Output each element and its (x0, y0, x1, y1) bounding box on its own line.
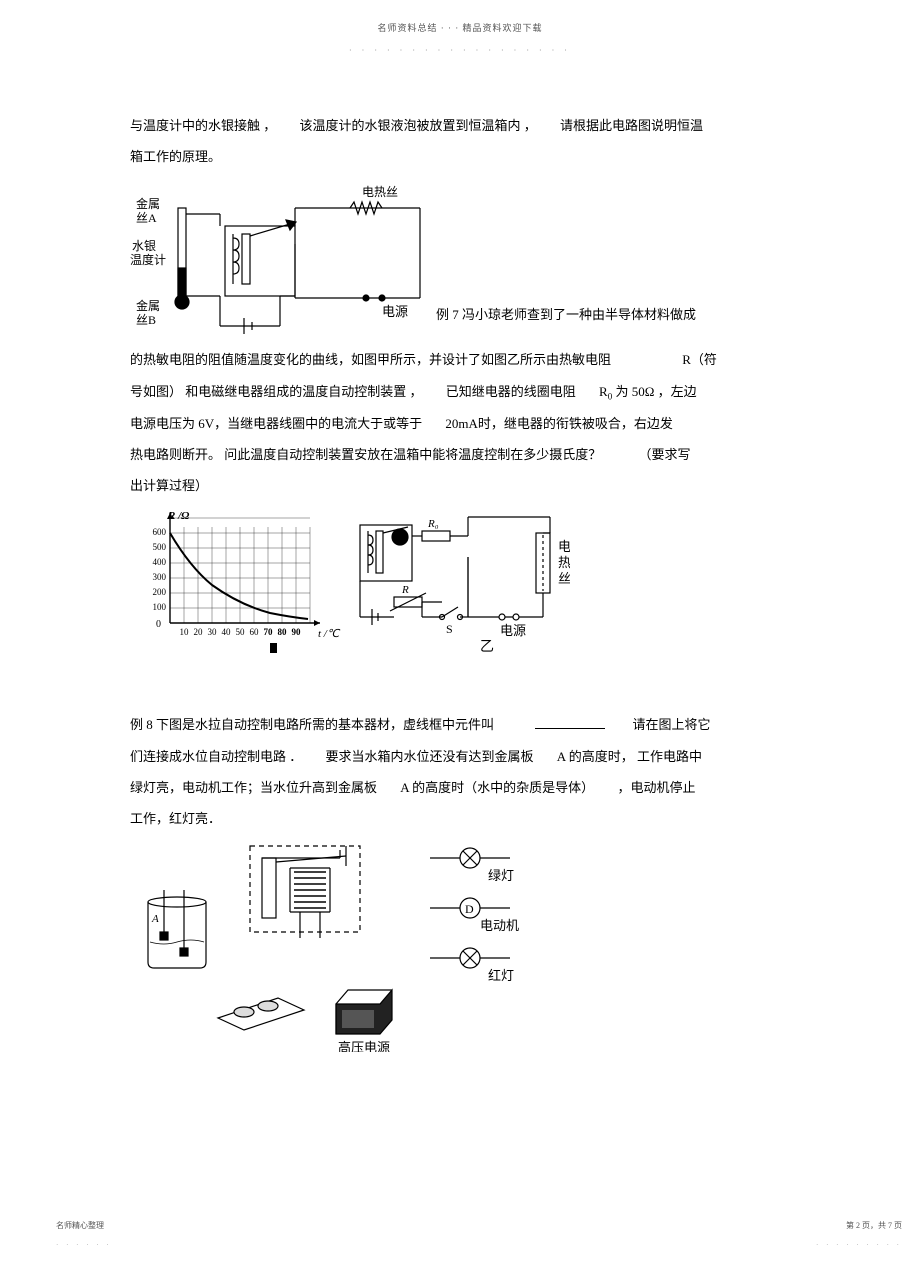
svg-text:200: 200 (153, 587, 167, 597)
svg-text:90: 90 (292, 627, 302, 637)
text: A 的高度时（水中的杂质是导体） (400, 780, 594, 795)
blank-field (535, 717, 605, 730)
svg-text:D: D (465, 902, 474, 916)
text: 要求当水箱内水位还没有达到金属板 (326, 749, 534, 764)
label-wire-a: 金属 (136, 196, 160, 211)
header-text: 名师资料总结 · · · 精品资料欢迎下载 (378, 23, 543, 33)
svg-text:t /℃: t /℃ (318, 628, 341, 640)
svg-text:高压电源: 高压电源 (338, 1040, 390, 1052)
text: 请根据此电路图说明恒温 (560, 118, 703, 133)
text: 与温度计中的水银接触 ， (130, 118, 276, 133)
footer-right: 第 2 页，共 7 页 · · · · · · · · · (816, 1216, 902, 1254)
svg-text:30: 30 (208, 627, 218, 637)
svg-text:A: A (151, 913, 159, 925)
heater-label: 电热丝 (362, 185, 398, 199)
text: 工作，红灯亮． (130, 811, 221, 826)
svg-text:热: 热 (558, 555, 570, 570)
text: R（符 (682, 352, 717, 367)
paragraph-2: 箱工作的原理。 (130, 141, 790, 172)
svg-text:100: 100 (153, 602, 167, 612)
paragraph-ex8: 例 8 下图是水拉自动控制电路所需的基本器材，虚线框中元件叫 请在图上将它 (130, 709, 790, 740)
label-wire-b: 金属 (136, 298, 160, 313)
paragraph-5: 电源电压为 6V，当继电器线圈中的电流大于或等于 20mA时，继电器的衔铁被吸合… (130, 408, 790, 439)
paragraph-4: 号如图） 和电磁继电器组成的温度自动控制装置 ， 已知继电器的线圈电阻 R0 为… (130, 376, 790, 408)
paragraph-11: 工作，红灯亮． (130, 803, 790, 834)
svg-text:0: 0 (156, 619, 161, 630)
text: R (599, 384, 608, 399)
label-thermo1: 水银 (132, 239, 156, 253)
figure-1: 电热丝 金属 丝A 水银 温度计 金属 丝B 电源 (130, 178, 790, 338)
footer-left-dots: · · · · · · (56, 1241, 112, 1249)
text: A 的高度时， 工作电路中 (557, 749, 702, 764)
footer-left-text: 名师精心整理 (56, 1221, 104, 1230)
svg-text:20: 20 (194, 627, 204, 637)
text-sub: 0 (608, 391, 613, 401)
text: 已知继电器的线圈电阻 (446, 384, 576, 399)
paragraph-10: 绿灯亮，电动机工作；当水位升高到金属板 A 的高度时（水中的杂质是导体） ，电动… (130, 772, 790, 803)
text: 该温度计的水银液泡被放置到恒温箱内 ， (300, 118, 537, 133)
figure-2: R /Ω 100 200 (130, 507, 790, 667)
text: 例 8 下图是水拉自动控制电路所需的基本器材，虚线框中元件叫 (130, 717, 494, 732)
figure-3: A (130, 842, 790, 1052)
paragraph-3: 的热敏电阻的阻值随温度变化的曲线，如图甲所示，并设计了如图乙所示由热敏电阻 R（… (130, 344, 790, 375)
svg-text:电源: 电源 (500, 623, 526, 638)
header-dots: · · · · · · · · · · · · · · · · · · (349, 46, 571, 55)
label-power: 电源 (382, 304, 408, 319)
text: 的热敏电阻的阻值随温度变化的曲线，如图甲所示，并设计了如图乙所示由热敏电阻 (130, 352, 611, 367)
text: 热电路则断开。 问此温度自动控制装置安放在温箱中能将温度控制在多少摄氏度？ (130, 447, 601, 462)
content: 与温度计中的水银接触 ， 该温度计的水银液泡被放置到恒温箱内 ， 请根据此电路图… (130, 110, 790, 1052)
svg-text:电: 电 (558, 539, 570, 554)
footer-right-dots: · · · · · · · · · (816, 1241, 902, 1249)
svg-text:400: 400 (153, 557, 167, 567)
svg-text:40: 40 (222, 627, 232, 637)
text: 箱工作的原理。 (130, 149, 221, 164)
chart-and-circuit: R /Ω 100 200 (130, 507, 570, 667)
text: 请在图上将它 (633, 717, 711, 732)
spacer (130, 673, 790, 709)
svg-text:70: 70 (264, 627, 274, 637)
components-diagram: A (130, 842, 550, 1052)
text: 出计算过程） (130, 478, 208, 493)
svg-text:S: S (446, 622, 453, 636)
text: 们连接成水位自动控制电路 ． (130, 749, 302, 764)
paragraph-9: 们连接成水位自动控制电路 ． 要求当水箱内水位还没有达到金属板 A 的高度时， … (130, 741, 790, 772)
svg-text:80: 80 (278, 627, 288, 637)
paragraph-1: 与温度计中的水银接触 ， 该温度计的水银液泡被放置到恒温箱内 ， 请根据此电路图… (130, 110, 790, 141)
paragraph-7: 出计算过程） (130, 470, 790, 501)
svg-text:红灯: 红灯 (488, 968, 514, 983)
ex7-intro: 例 7 冯小琼老师查到了一种由半导体材料做成 (436, 307, 696, 322)
svg-text:乙: 乙 (480, 639, 494, 655)
svg-text:电动机: 电动机 (480, 918, 519, 933)
svg-text:R: R (401, 584, 409, 596)
paragraph-6: 热电路则断开。 问此温度自动控制装置安放在温箱中能将温度控制在多少摄氏度？ （要… (130, 439, 790, 470)
page-header: 名师资料总结 · · · 精品资料欢迎下载 · · · · · · · · · … (0, 18, 920, 61)
text: 电源电压为 6V，当继电器线圈中的电流大于或等于 (130, 416, 422, 431)
svg-text:500: 500 (153, 542, 167, 552)
ex7-intro-wrap: 例 7 冯小琼老师查到了一种由半导体材料做成 (430, 299, 790, 338)
svg-text:50: 50 (236, 627, 246, 637)
label-wire-a2: 丝A (136, 211, 157, 225)
svg-text:丝: 丝 (558, 571, 570, 586)
label-wire-b2: 丝B (136, 313, 156, 327)
svg-text:绿灯: 绿灯 (488, 868, 514, 883)
text: 为 50Ω ，左边 (615, 384, 696, 399)
svg-text:R₀: R₀ (427, 518, 439, 530)
text: 号如图） 和电磁继电器组成的温度自动控制装置 ， (130, 384, 423, 399)
label-thermo2: 温度计 (130, 252, 166, 267)
footer-right-text: 第 2 页，共 7 页 (846, 1221, 902, 1230)
svg-text:300: 300 (153, 572, 167, 582)
text: 20mA时，继电器的衔铁被吸合，右边发 (445, 416, 673, 431)
text: ，电动机停止 (617, 780, 695, 795)
svg-text:600: 600 (153, 527, 167, 537)
circuit-diagram-1: 电热丝 金属 丝A 水银 温度计 金属 丝B 电源 (130, 178, 430, 338)
text: （要求写 (639, 447, 691, 462)
svg-text:10: 10 (180, 627, 190, 637)
text: 绿灯亮，电动机工作；当水位升高到金属板 (130, 780, 377, 795)
svg-text:60: 60 (250, 627, 260, 637)
footer-left: 名师精心整理 · · · · · · (56, 1216, 112, 1254)
page: 名师资料总结 · · · 精品资料欢迎下载 · · · · · · · · · … (0, 0, 920, 1272)
